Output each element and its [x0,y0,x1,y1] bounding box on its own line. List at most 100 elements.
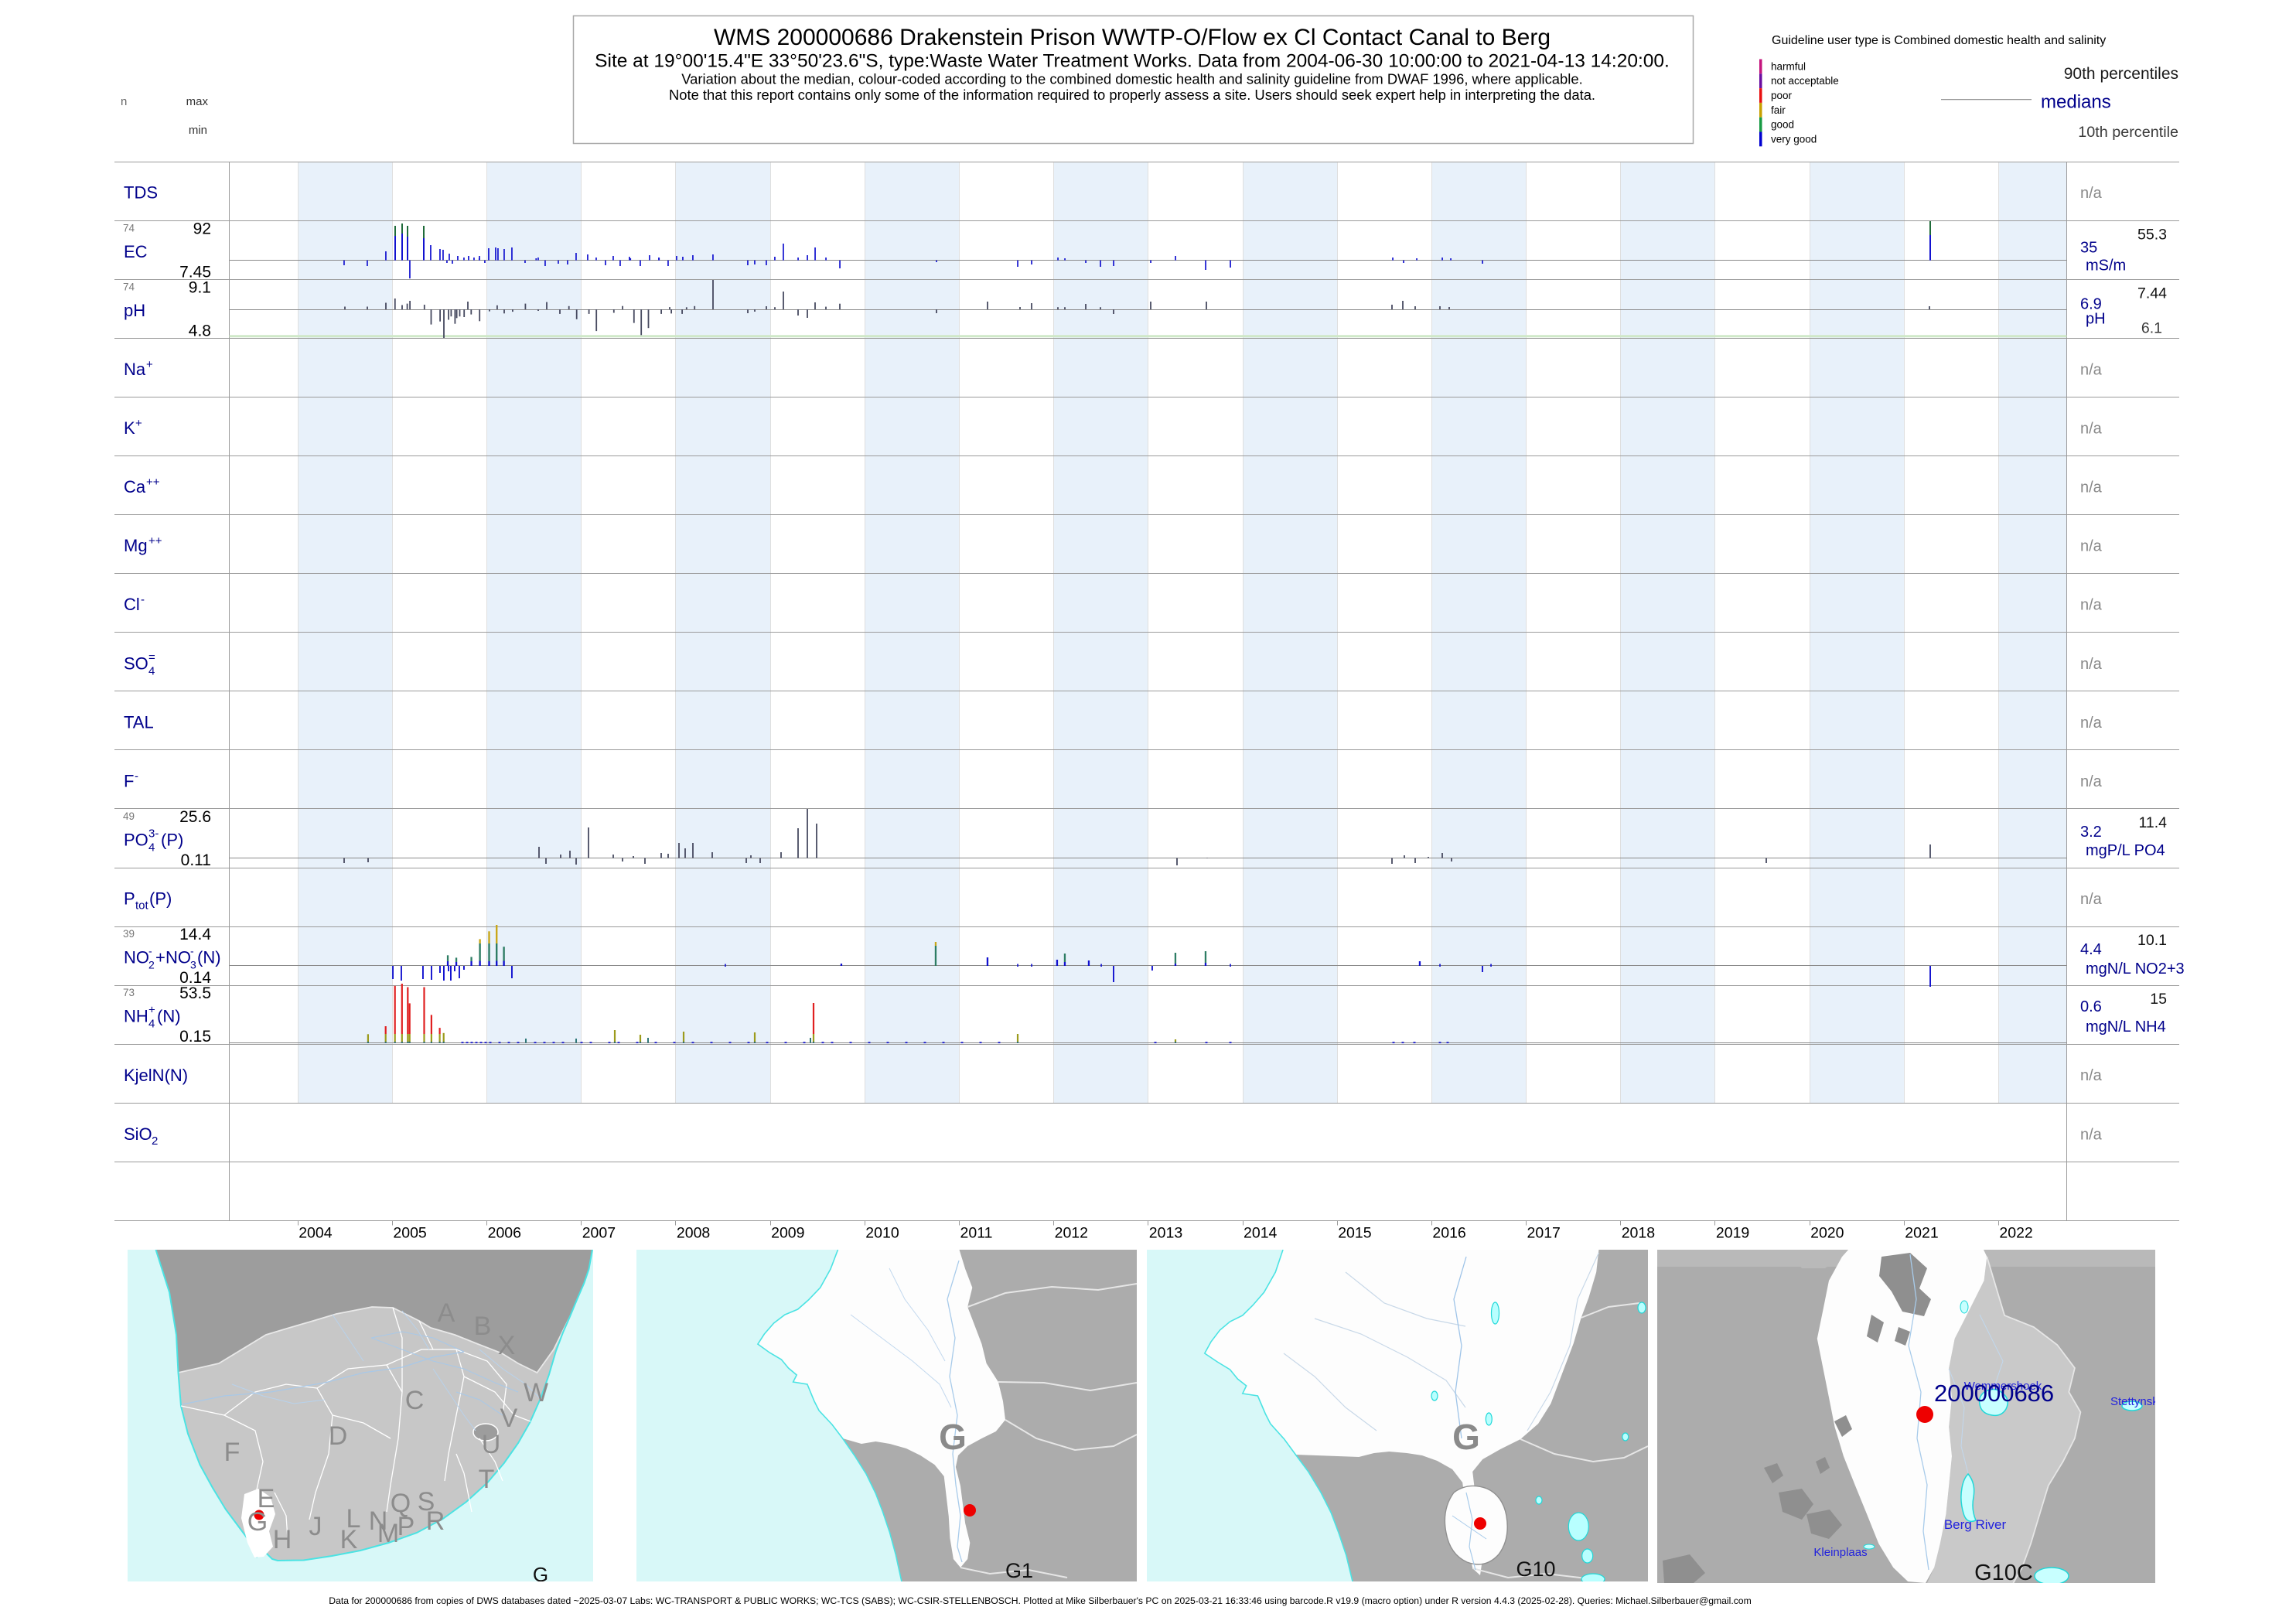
svg-text:++: ++ [148,534,162,548]
svg-text:4: 4 [148,841,155,855]
svg-text:R: R [426,1506,445,1536]
svg-text:U: U [482,1430,501,1459]
svg-text:++: ++ [146,476,160,489]
svg-text:0.6: 0.6 [2080,998,2102,1015]
svg-text:H: H [273,1525,292,1554]
svg-text:G: G [1452,1417,1480,1457]
svg-text:2020: 2020 [1810,1225,1844,1242]
svg-text:200000686: 200000686 [1934,1380,2054,1407]
svg-text:G: G [939,1417,967,1457]
svg-text:2014: 2014 [1244,1225,1278,1242]
svg-text:Cl: Cl [124,595,140,614]
svg-text:harmful: harmful [1771,60,1806,72]
svg-text:L: L [346,1504,361,1534]
svg-text:2016: 2016 [1432,1225,1465,1242]
svg-text:49: 49 [123,810,135,822]
svg-text:Na: Na [124,360,146,379]
svg-text:+: + [135,417,142,430]
svg-text:2004: 2004 [299,1225,333,1242]
svg-text:N: N [369,1506,388,1536]
svg-text:15: 15 [2150,991,2167,1008]
svg-text:Guideline user type is Combine: Guideline user type is Combined domestic… [1772,34,2106,47]
svg-text:G: G [533,1563,548,1586]
svg-text:mgN/L NH4: mgN/L NH4 [2086,1018,2166,1035]
svg-text:Site at 19°00'15.4"E 33°50'23.: Site at 19°00'15.4"E 33°50'23.6"S, type:… [595,51,1670,72]
svg-text:NH: NH [124,1007,148,1026]
svg-text:-: - [190,945,194,957]
svg-text:G1: G1 [1005,1559,1033,1582]
svg-text:G10C: G10C [1974,1561,2033,1585]
svg-text:4.4: 4.4 [2080,941,2102,958]
svg-text:3: 3 [190,959,196,971]
svg-text:39: 39 [123,928,135,940]
svg-text:2007: 2007 [582,1225,616,1242]
svg-text:WMS 200000686 Drakenstein Pri: WMS 200000686 Drakenstein Prison WWTP-O/… [714,25,1551,50]
svg-text:n/a: n/a [2080,185,2103,202]
svg-text:2019: 2019 [1716,1225,1749,1242]
svg-text:P: P [397,1512,415,1541]
svg-text:very good: very good [1771,133,1817,145]
svg-text:M: M [377,1519,399,1548]
svg-text:min: min [189,124,207,137]
svg-text:Berg River: Berg River [1944,1517,2007,1532]
svg-text:n/a: n/a [2080,891,2103,908]
svg-text:10th percentile: 10th percentile [2078,124,2178,141]
svg-text:-: - [141,593,145,606]
svg-text:3-: 3- [148,827,159,841]
svg-text:G: G [247,1507,268,1537]
svg-text:K: K [340,1525,358,1554]
svg-text:2021: 2021 [1905,1225,1938,1242]
svg-text:TAL: TAL [124,712,154,732]
svg-text:+: + [148,1004,155,1017]
svg-text:+: + [146,358,153,371]
svg-text:Data for 200000686 from copies: Data for 200000686 from copies of DWS da… [329,1595,1751,1606]
svg-text:V: V [500,1404,518,1433]
svg-text:2011: 2011 [960,1225,993,1242]
svg-text:4: 4 [148,664,155,677]
svg-text:2: 2 [152,1134,158,1148]
svg-text:Wemmershoek: Wemmershoek [1964,1380,2042,1393]
svg-text:B: B [474,1312,492,1341]
svg-text:7.44: 7.44 [2137,285,2167,302]
svg-text:G10: G10 [1516,1557,1555,1581]
svg-text:Note that this report contains: Note that this report contains only some… [669,87,1595,103]
svg-text:(P): (P) [149,889,172,909]
svg-text:fair: fair [1771,104,1786,116]
svg-text:-: - [135,769,138,783]
svg-text:9.1: 9.1 [189,278,211,296]
svg-text:mgN/L NO2+3: mgN/L NO2+3 [2086,960,2185,977]
svg-text:D: D [329,1421,348,1451]
svg-text:2005: 2005 [393,1225,427,1242]
svg-text:(N): (N) [157,1007,181,1026]
svg-text:0.11: 0.11 [181,851,211,869]
svg-text:n: n [121,95,127,108]
svg-text:F: F [124,771,134,790]
svg-text:P: P [124,889,135,909]
svg-text:Ca: Ca [124,477,146,496]
svg-text:6.1: 6.1 [2141,319,2162,336]
svg-text:n/a: n/a [2080,715,2103,732]
svg-text:2022: 2022 [1999,1225,2032,1242]
svg-text:90th percentiles: 90th percentiles [2064,65,2178,83]
svg-text:EC: EC [124,242,148,261]
svg-text:2013: 2013 [1149,1225,1182,1242]
svg-text:4.8: 4.8 [189,322,211,339]
svg-text:not acceptable: not acceptable [1771,75,1839,87]
svg-text:S: S [418,1487,435,1517]
svg-text:74: 74 [123,281,135,292]
svg-text:14.4: 14.4 [179,926,211,943]
svg-text:n/a: n/a [2080,597,2103,614]
svg-text:KjelN(N): KjelN(N) [124,1066,188,1085]
svg-text:n/a: n/a [2080,656,2103,673]
svg-text:2017: 2017 [1527,1225,1561,1242]
svg-text:J: J [309,1512,322,1541]
svg-text:6.9: 6.9 [2080,295,2102,312]
svg-text:Stettynsklo: Stettynsklo [2110,1395,2167,1408]
svg-text:0.14: 0.14 [179,969,211,987]
svg-text:2012: 2012 [1055,1225,1088,1242]
svg-text:Q: Q [391,1489,411,1518]
svg-text:25.6: 25.6 [179,808,211,826]
svg-text:2009: 2009 [771,1225,804,1242]
svg-text:n/a: n/a [2080,479,2103,496]
svg-text:(P): (P) [161,831,183,850]
